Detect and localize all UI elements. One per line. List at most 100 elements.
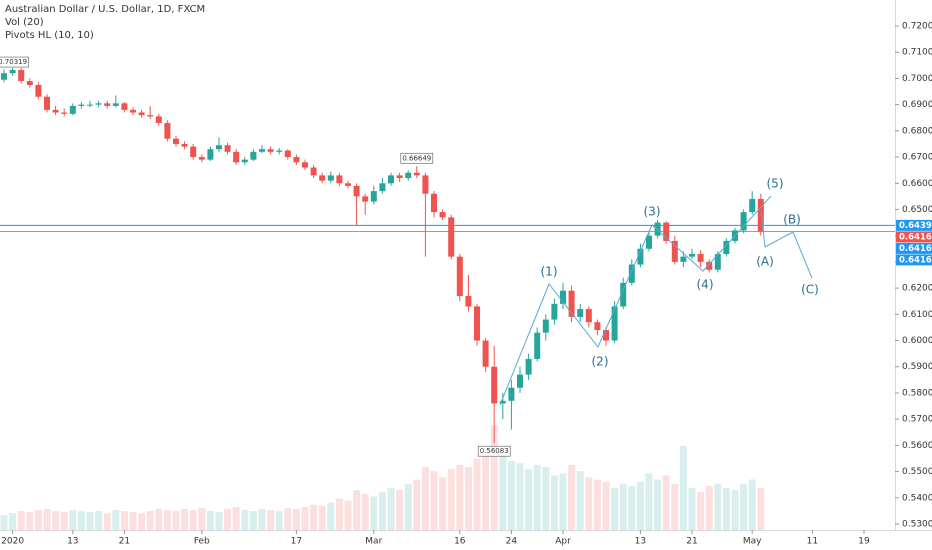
candle-body xyxy=(585,309,592,323)
volume-bar xyxy=(654,479,662,530)
candle-body xyxy=(78,104,85,106)
candle-body xyxy=(104,103,111,106)
candle-body xyxy=(551,303,558,320)
volume-bar xyxy=(344,500,352,530)
x-tick-label: 21 xyxy=(119,537,130,547)
wave-label: (5) xyxy=(767,177,784,191)
candle-body xyxy=(448,217,455,257)
volume-bar xyxy=(249,511,257,530)
candle-body xyxy=(216,145,222,150)
volume-bar xyxy=(645,473,653,530)
candle-body xyxy=(396,175,403,179)
price-badge-label: 0.64162 xyxy=(899,244,932,254)
volume-bar xyxy=(516,462,524,530)
candle-body xyxy=(757,198,764,232)
candle-body xyxy=(1,73,7,80)
candle-body xyxy=(276,150,283,152)
volume-bar xyxy=(163,510,171,530)
volume-bar xyxy=(17,511,25,530)
volume-bar xyxy=(146,511,154,530)
candle-body xyxy=(646,235,652,249)
x-tick-label: 19 xyxy=(858,537,870,547)
volume-bar xyxy=(120,511,128,530)
candle-body xyxy=(35,84,42,97)
candle-body xyxy=(439,212,446,218)
pivot-box xyxy=(477,445,511,457)
candle-body xyxy=(723,240,730,255)
volume-bar xyxy=(310,504,318,530)
volume-bar xyxy=(628,485,636,530)
candle-body xyxy=(69,105,76,114)
pivot-box xyxy=(400,152,434,164)
candle-body xyxy=(87,104,93,106)
price-badge-label: 0.64162 xyxy=(899,232,932,242)
volume-bar xyxy=(533,464,541,530)
volume-bar xyxy=(619,483,627,530)
candle-body xyxy=(491,366,498,404)
volume-bar xyxy=(602,481,610,530)
candle-body xyxy=(293,157,300,163)
candle-body xyxy=(26,81,33,85)
volume-bar xyxy=(112,510,120,530)
candle-body xyxy=(525,358,532,375)
candle-body xyxy=(388,175,394,184)
candle-body xyxy=(431,193,437,213)
volume-bar xyxy=(413,479,421,530)
wave-label: (3) xyxy=(644,205,661,219)
volume-bar xyxy=(473,458,481,530)
volume-bar xyxy=(181,509,189,530)
volume-bar xyxy=(52,511,60,530)
candles-layer xyxy=(1,67,764,444)
candle-body xyxy=(714,254,721,270)
volume-bar xyxy=(267,510,275,530)
volume-bar xyxy=(0,515,8,530)
candle-body xyxy=(594,322,601,331)
pivot-label: 0.56083 xyxy=(480,447,509,455)
volume-bar xyxy=(370,496,378,530)
volume-bar xyxy=(215,512,223,530)
candle-body xyxy=(302,162,308,168)
price-badge-label: 0.64162 xyxy=(899,255,932,265)
candle-body xyxy=(130,109,136,113)
volume-bar xyxy=(275,511,283,530)
candle-body xyxy=(620,282,627,307)
candle-body xyxy=(155,116,162,123)
volume-bar xyxy=(327,502,335,530)
volume-bar xyxy=(241,510,249,530)
volume-bar xyxy=(335,498,343,530)
volume-bar xyxy=(206,511,214,530)
candle-body xyxy=(456,256,463,296)
candle-body xyxy=(310,167,317,176)
candle-body xyxy=(327,175,334,181)
volume-bar xyxy=(26,512,34,530)
x-tick-label: 2020 xyxy=(1,537,24,547)
candle-body xyxy=(52,109,59,113)
wave-label: (B) xyxy=(783,213,801,227)
candle-body xyxy=(680,256,687,262)
volume-bar xyxy=(103,513,111,530)
candle-body xyxy=(164,122,171,139)
volume-bar xyxy=(525,469,533,530)
candle-body xyxy=(345,183,351,186)
volume-bar xyxy=(421,467,429,530)
volume-bar xyxy=(430,471,438,530)
candle-body xyxy=(138,112,145,116)
wave-line xyxy=(499,195,772,406)
y-tick-label: 0.72000 xyxy=(902,22,932,32)
volume-bar xyxy=(447,469,455,530)
candle-body xyxy=(284,150,291,158)
volume-bar xyxy=(34,510,42,530)
volume-bar xyxy=(189,510,197,530)
volume-bar xyxy=(568,464,576,530)
candle-body xyxy=(362,196,369,202)
volume-bar xyxy=(722,488,730,530)
candle-body xyxy=(95,103,102,105)
